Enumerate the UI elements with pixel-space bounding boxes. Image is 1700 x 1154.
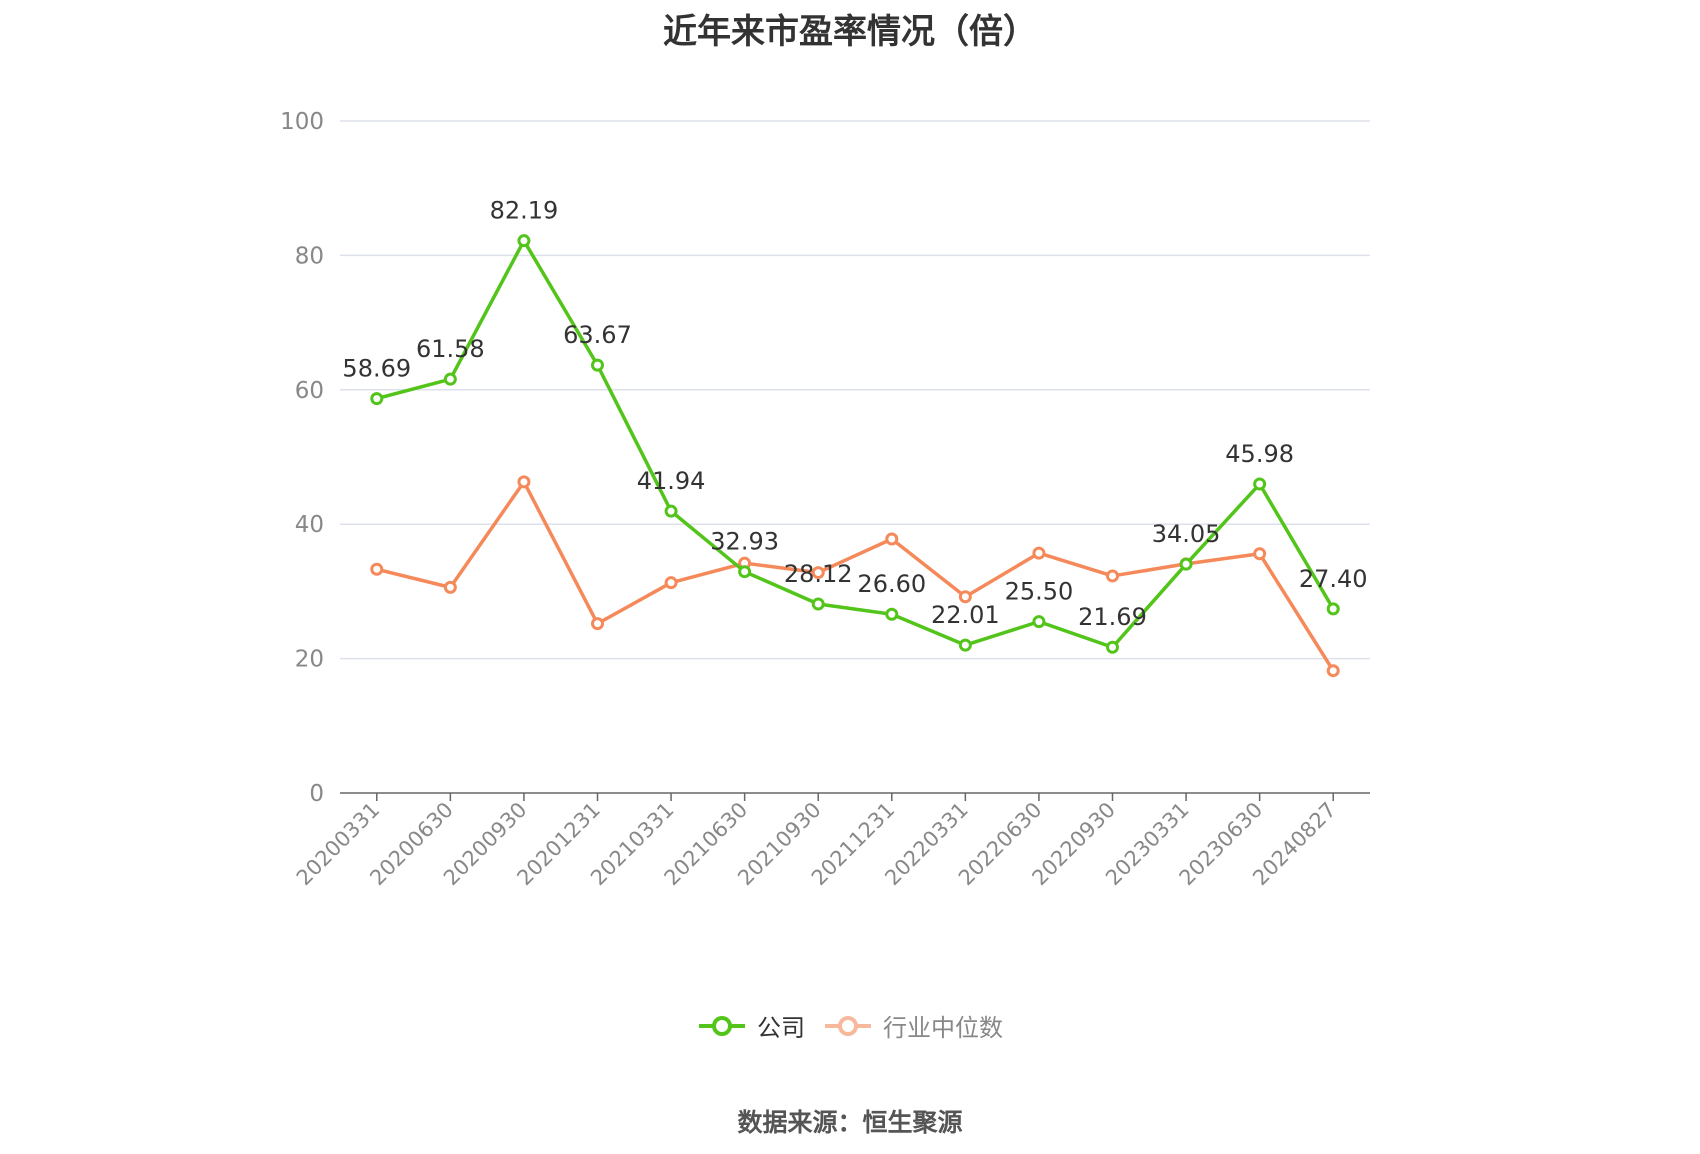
data-label-company: 61.58 bbox=[416, 335, 485, 363]
data-point-industry bbox=[1253, 547, 1267, 561]
data-point-company bbox=[1032, 615, 1046, 629]
data-label-company: 45.98 bbox=[1225, 440, 1294, 468]
data-label-company: 22.01 bbox=[931, 601, 1000, 629]
legend-company-marker-icon bbox=[699, 1015, 745, 1036]
series-line-industry bbox=[376, 480, 1335, 672]
data-label-company: 41.94 bbox=[637, 467, 706, 495]
data-point-company bbox=[591, 358, 604, 372]
data-label-company: 63.67 bbox=[563, 321, 632, 349]
legend-item-company[interactable]: 公司 bbox=[697, 1008, 805, 1043]
y-tick-label: 60 bbox=[295, 378, 324, 404]
legend-industry-marker-icon bbox=[825, 1015, 871, 1036]
data-label-company: 27.40 bbox=[1299, 565, 1368, 593]
data-point-industry bbox=[811, 566, 825, 580]
series-line-company bbox=[376, 238, 1335, 649]
data-point-industry bbox=[885, 532, 899, 546]
data-label-company: 58.69 bbox=[342, 355, 411, 383]
data-point-industry bbox=[1032, 546, 1046, 560]
legend-label-company: 公司 bbox=[757, 1014, 805, 1042]
legend-label-industry: 行业中位数 bbox=[883, 1014, 1003, 1042]
data-point-industry bbox=[370, 562, 384, 576]
data-point-company bbox=[1179, 557, 1193, 571]
data-point-company bbox=[1106, 640, 1119, 654]
data-point-company bbox=[958, 638, 972, 652]
data-point-industry bbox=[958, 590, 972, 604]
data-label-company: 26.60 bbox=[857, 570, 926, 598]
data-source: 数据来源：恒生聚源 bbox=[737, 1108, 963, 1137]
y-tick-label: 0 bbox=[309, 781, 324, 807]
data-point-company bbox=[517, 234, 531, 248]
data-label-company: 32.93 bbox=[710, 528, 779, 556]
data-point-company bbox=[738, 565, 752, 579]
data-point-industry bbox=[1106, 569, 1119, 583]
data-point-industry bbox=[443, 580, 457, 594]
data-label-company: 28.12 bbox=[784, 560, 853, 588]
data-point-industry bbox=[664, 576, 678, 590]
chart-title: 近年来市盈率情况（倍） bbox=[663, 12, 1037, 52]
data-point-industry bbox=[591, 617, 604, 631]
y-tick-label: 100 bbox=[280, 109, 324, 135]
data-point-company bbox=[370, 392, 384, 406]
data-label-company: 34.05 bbox=[1152, 520, 1221, 548]
data-label-company: 82.19 bbox=[490, 197, 559, 225]
data-point-company bbox=[885, 607, 899, 621]
y-tick-label: 40 bbox=[295, 512, 324, 538]
data-point-industry bbox=[517, 475, 531, 489]
legend-item-industry[interactable]: 行业中位数 bbox=[823, 1008, 1003, 1043]
legend: 公司 行业中位数 bbox=[0, 1008, 1700, 1043]
data-point-industry bbox=[1326, 664, 1340, 678]
data-label-company: 21.69 bbox=[1078, 603, 1147, 631]
data-label-company: 25.50 bbox=[1005, 578, 1074, 606]
y-tick-label: 20 bbox=[295, 647, 324, 673]
y-tick-label: 80 bbox=[295, 243, 324, 269]
data-point-company bbox=[1253, 477, 1267, 491]
data-point-company bbox=[443, 372, 457, 386]
data-point-company bbox=[1326, 602, 1340, 616]
data-point-company bbox=[811, 597, 825, 611]
data-point-company bbox=[664, 504, 678, 518]
